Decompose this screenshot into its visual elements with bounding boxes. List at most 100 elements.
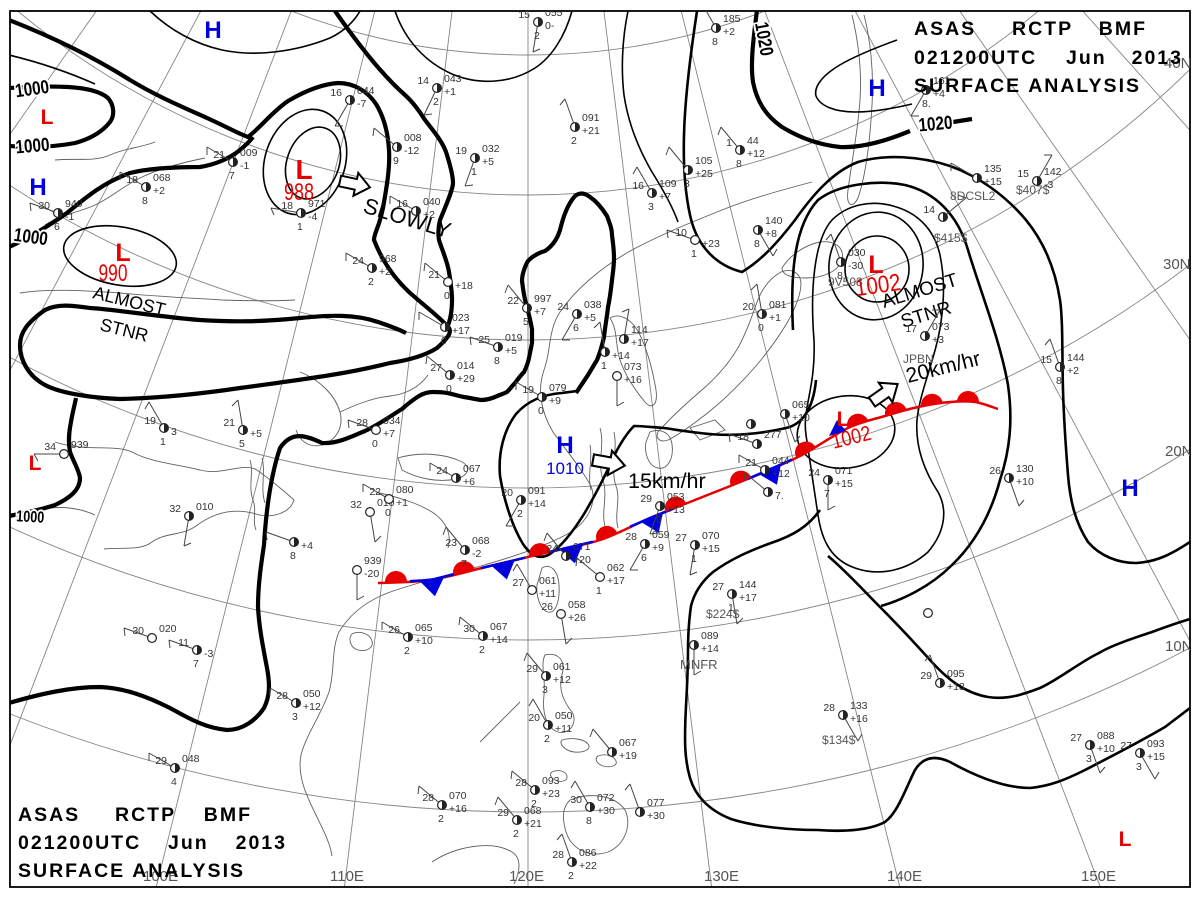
- svg-text:+16: +16: [449, 803, 467, 815]
- svg-text:1: 1: [691, 248, 697, 260]
- svg-text:043: 043: [444, 73, 462, 85]
- svg-text:079: 079: [549, 382, 567, 394]
- svg-text:L: L: [868, 251, 883, 279]
- svg-text:105: 105: [695, 155, 713, 167]
- svg-text:27: 27: [512, 577, 524, 589]
- svg-text:18: 18: [126, 174, 138, 186]
- svg-text:997: 997: [534, 293, 552, 305]
- svg-text:0: 0: [446, 383, 452, 395]
- svg-text:-4: -4: [308, 211, 317, 223]
- svg-text:071: 071: [573, 541, 591, 553]
- svg-text:5: 5: [239, 438, 245, 450]
- svg-text:044: 044: [772, 455, 790, 467]
- svg-text:28: 28: [422, 792, 434, 804]
- svg-text:+12: +12: [303, 701, 321, 713]
- svg-text:+12: +12: [747, 148, 765, 160]
- svg-text:+4: +4: [301, 540, 313, 552]
- svg-text:Jun: Jun: [168, 832, 209, 854]
- svg-text:2: 2: [571, 135, 577, 147]
- svg-text:24: 24: [352, 255, 364, 267]
- svg-text:+25: +25: [695, 168, 713, 180]
- svg-text:23: 23: [445, 537, 457, 549]
- svg-text:8: 8: [494, 355, 500, 367]
- svg-text:+23: +23: [702, 238, 720, 250]
- svg-text:2: 2: [568, 870, 574, 882]
- svg-text:18: 18: [737, 431, 749, 443]
- svg-text:H: H: [29, 174, 46, 201]
- svg-text:185: 185: [723, 13, 741, 25]
- svg-text:114: 114: [631, 324, 648, 336]
- svg-text:15km/hr: 15km/hr: [628, 469, 706, 493]
- svg-text:088: 088: [1097, 730, 1115, 742]
- svg-text:058: 058: [568, 599, 586, 611]
- svg-text:091: 091: [528, 485, 546, 497]
- svg-text:+10: +10: [792, 412, 810, 424]
- svg-text:44: 44: [747, 135, 759, 147]
- svg-text:6: 6: [641, 552, 647, 564]
- svg-text:067: 067: [619, 737, 637, 749]
- svg-text:1020: 1020: [918, 113, 954, 137]
- svg-text:020: 020: [159, 623, 177, 635]
- svg-text:6: 6: [573, 322, 579, 334]
- svg-text:8: 8: [754, 238, 760, 250]
- svg-text:061: 061: [553, 661, 571, 673]
- svg-text:+5: +5: [505, 345, 517, 357]
- svg-text:20: 20: [742, 301, 754, 313]
- svg-text:30: 30: [38, 200, 50, 212]
- svg-text:2: 2: [544, 733, 550, 745]
- svg-text:40N: 40N: [1164, 55, 1192, 72]
- svg-text:30: 30: [463, 623, 475, 635]
- svg-text:24: 24: [436, 465, 448, 477]
- svg-text:+5: +5: [584, 312, 596, 324]
- svg-text:9: 9: [393, 155, 399, 167]
- svg-text:-20: -20: [364, 568, 379, 580]
- svg-text:3: 3: [171, 426, 177, 438]
- svg-text:1: 1: [471, 166, 477, 178]
- svg-text:20: 20: [528, 712, 540, 724]
- svg-text:+26: +26: [568, 612, 586, 624]
- svg-text:22: 22: [369, 486, 381, 498]
- svg-text:+15: +15: [835, 478, 853, 490]
- svg-text:+7: +7: [659, 191, 671, 203]
- svg-text:29: 29: [155, 755, 167, 767]
- svg-text:073: 073: [624, 361, 642, 373]
- svg-text:+20: +20: [573, 554, 591, 566]
- svg-text:28: 28: [276, 690, 288, 702]
- svg-text:28: 28: [552, 849, 564, 861]
- svg-text:2: 2: [517, 508, 523, 520]
- svg-text:8.: 8.: [922, 98, 931, 110]
- svg-text:+2: +2: [423, 209, 435, 221]
- svg-text:0: 0: [385, 507, 391, 519]
- svg-text:+30: +30: [647, 810, 665, 822]
- svg-text:7: 7: [229, 170, 235, 182]
- svg-text:081: 081: [769, 299, 787, 311]
- svg-text:28: 28: [515, 777, 527, 789]
- svg-text:050: 050: [555, 710, 573, 722]
- svg-text:030: 030: [848, 247, 866, 259]
- svg-text:$134$: $134$: [822, 733, 856, 747]
- svg-text:L: L: [29, 452, 42, 475]
- svg-text:1: 1: [601, 360, 607, 372]
- svg-text:L: L: [115, 239, 130, 267]
- svg-text:8DCSL2: 8DCSL2: [950, 189, 996, 203]
- svg-text:JPBN: JPBN: [903, 352, 934, 366]
- svg-text:130E: 130E: [704, 868, 739, 885]
- svg-text:971: 971: [308, 198, 326, 210]
- svg-text:8: 8: [736, 158, 742, 170]
- svg-text:1: 1: [726, 137, 732, 149]
- svg-text:277: 277: [764, 429, 782, 441]
- svg-text:109: 109: [659, 178, 677, 190]
- svg-text:068: 068: [472, 535, 490, 547]
- svg-text:ANALYSIS: ANALYSIS: [132, 860, 245, 882]
- svg-text:+13: +13: [947, 681, 965, 693]
- svg-text:095: 095: [947, 668, 965, 680]
- svg-text:050: 050: [303, 688, 321, 700]
- svg-text:27: 27: [675, 532, 687, 544]
- svg-text:+17: +17: [631, 337, 649, 349]
- svg-text:RCTP: RCTP: [115, 804, 176, 826]
- svg-text:+22: +22: [579, 860, 597, 872]
- svg-text:Jun: Jun: [1066, 47, 1107, 69]
- svg-text:BMF: BMF: [204, 804, 252, 826]
- svg-text:+2: +2: [1067, 365, 1079, 377]
- svg-text:30: 30: [132, 625, 144, 637]
